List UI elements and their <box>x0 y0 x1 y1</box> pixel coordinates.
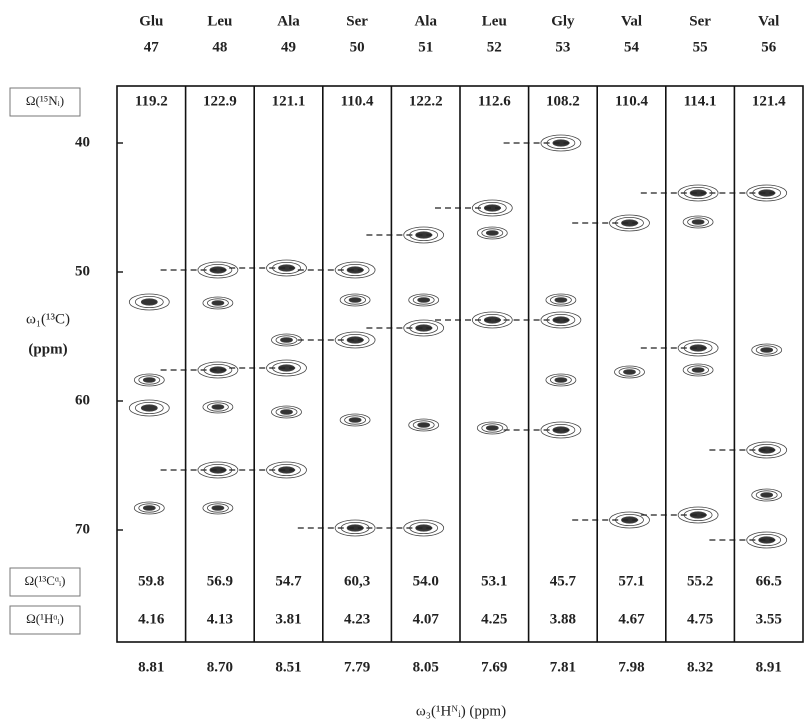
residue-number: 55 <box>693 39 708 55</box>
row-label: Ω(¹Hᵅᵢ) <box>26 611 64 626</box>
n15-shift: 122.2 <box>409 93 443 109</box>
ha-shift: 4.67 <box>618 611 645 627</box>
n15-shift: 121.1 <box>272 93 306 109</box>
ca-shift: 53.1 <box>481 573 507 589</box>
residue-number: 54 <box>624 39 640 55</box>
ha-shift: 3.55 <box>756 611 782 627</box>
y-axis-unit: (ppm) <box>28 341 67 357</box>
n15-shift: 114.1 <box>684 93 717 109</box>
x-axis-label: ω₃(¹Hᴺᵢ) (ppm) <box>416 703 506 719</box>
n15-shift: 112.6 <box>478 93 511 109</box>
residue-name: Ala <box>414 13 437 29</box>
contour <box>212 405 224 410</box>
contour <box>555 378 567 383</box>
residue-number: 52 <box>487 39 502 55</box>
contour <box>486 426 498 431</box>
hn-shift: 8.70 <box>207 659 233 675</box>
contour <box>141 299 157 305</box>
ha-shift: 3.81 <box>275 611 301 627</box>
ca-shift: 54.0 <box>413 573 439 589</box>
n15-shift: 119.2 <box>135 93 168 109</box>
hn-shift: 7.98 <box>618 659 644 675</box>
n15-shift: 108.2 <box>546 93 580 109</box>
contour <box>281 338 293 343</box>
nmr-strip-figure: Ω(¹⁵Nᵢ) Ω(¹³Cᵅᵢ) Ω(¹Hᵅᵢ) ω₁(¹³C) (ppm) ω… <box>0 0 805 726</box>
residue-name: Ser <box>346 13 368 29</box>
residue-number: 48 <box>212 39 227 55</box>
hn-shift: 8.81 <box>138 659 164 675</box>
hn-shift: 8.05 <box>413 659 439 675</box>
y-tick-label: 70 <box>75 521 90 537</box>
hn-shift: 7.81 <box>550 659 576 675</box>
residue-name: Ala <box>277 13 300 29</box>
residue-number: 51 <box>418 39 433 55</box>
hn-shift: 8.32 <box>687 659 713 675</box>
n15-shift: 122.9 <box>203 93 237 109</box>
contour <box>418 423 430 428</box>
contour <box>212 301 224 306</box>
residue-name: Leu <box>482 13 507 29</box>
n15-shift: 110.4 <box>341 93 374 109</box>
residue-number: 50 <box>350 39 365 55</box>
contour <box>212 506 224 511</box>
residue-name: Glu <box>139 13 163 29</box>
n15-shift: 110.4 <box>615 93 648 109</box>
contour <box>418 298 430 303</box>
ca-shift: 54.7 <box>275 573 302 589</box>
row-label: Ω(¹⁵Nᵢ) <box>26 93 64 108</box>
residue-name: Leu <box>207 13 232 29</box>
residue-number: 53 <box>555 39 570 55</box>
residue-number: 56 <box>761 39 777 55</box>
n15-shift: 121.4 <box>752 93 786 109</box>
contour <box>624 370 636 375</box>
residue-number: 47 <box>144 39 160 55</box>
ha-shift: 4.25 <box>481 611 507 627</box>
contour <box>143 378 155 383</box>
residue-name: Val <box>758 13 779 29</box>
contour <box>761 348 773 353</box>
y-tick-label: 40 <box>75 134 90 150</box>
ha-shift: 4.07 <box>413 611 440 627</box>
contour <box>692 368 704 373</box>
peaks <box>129 135 786 548</box>
ca-shift: 55.2 <box>687 573 713 589</box>
contour <box>692 220 704 225</box>
ha-shift: 4.16 <box>138 611 165 627</box>
contour <box>349 418 361 423</box>
contour <box>349 298 361 303</box>
ca-shift: 57.1 <box>618 573 644 589</box>
ca-shift: 59.8 <box>138 573 164 589</box>
residue-name: Gly <box>551 13 575 29</box>
y-axis-label: ω₁(¹³C) <box>26 311 70 327</box>
hn-shift: 7.69 <box>481 659 507 675</box>
ha-shift: 4.75 <box>687 611 713 627</box>
contour <box>486 231 498 236</box>
hn-shift: 8.91 <box>756 659 782 675</box>
row-label: Ω(¹³Cᵅᵢ) <box>25 573 66 588</box>
ha-shift: 4.23 <box>344 611 370 627</box>
residue-number: 49 <box>281 39 296 55</box>
ha-shift: 3.88 <box>550 611 576 627</box>
ca-shift: 66.5 <box>756 573 782 589</box>
residue-name: Ser <box>689 13 711 29</box>
residue-name: Val <box>621 13 642 29</box>
contour <box>143 506 155 511</box>
contour <box>281 410 293 415</box>
contour <box>555 298 567 303</box>
hn-shift: 8.51 <box>275 659 301 675</box>
contour <box>141 405 157 411</box>
y-tick-label: 50 <box>75 263 90 279</box>
contour <box>761 493 773 498</box>
ca-shift: 56.9 <box>207 573 233 589</box>
y-tick-label: 60 <box>75 392 90 408</box>
ca-shift: 45.7 <box>550 573 577 589</box>
ca-shift: 60,3 <box>344 573 370 589</box>
ha-shift: 4.13 <box>207 611 233 627</box>
hn-shift: 7.79 <box>344 659 370 675</box>
